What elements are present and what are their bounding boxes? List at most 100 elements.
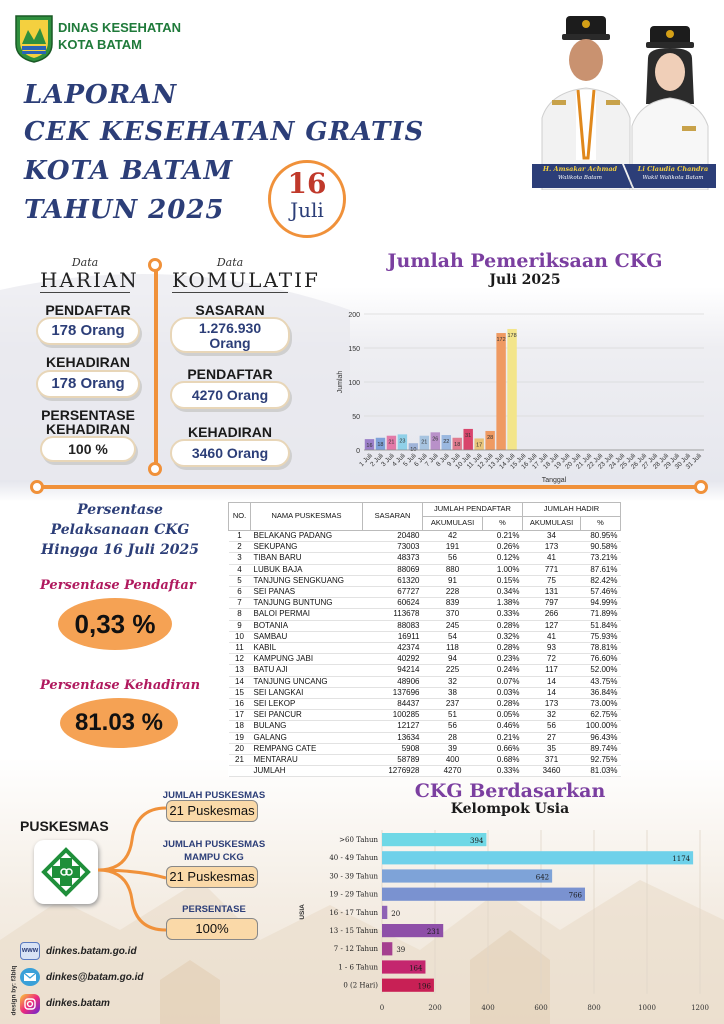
age-chart: 0 200 400 600 800 1000 1200 USIA >60 Tahun 394 40 …: [299, 830, 709, 1012]
td-pendaftar-akumulasi: 191: [422, 541, 483, 554]
age-category-label: 30 - 39 Tahun: [329, 872, 378, 880]
td-pendaftar-pct: 0.26%: [482, 541, 523, 554]
table-row: 5 TANJUNG SENGKUANG 61320 91 0.15% 75 82.42%: [228, 575, 621, 588]
td-nama: BELAKANG PADANG: [250, 530, 363, 543]
td-pendaftar-pct: 0.68%: [482, 754, 523, 767]
td-pendaftar-pct: 0.28%: [482, 620, 523, 632]
age-bar: [382, 869, 553, 883]
td-hadir-pct: 92.75%: [580, 754, 621, 767]
department-name-line2: KOTA BATAM: [58, 37, 142, 52]
age-bar: [382, 833, 487, 847]
td-pendaftar-akumulasi: 39: [422, 743, 483, 756]
td-hadir-akumulasi: 93: [522, 642, 581, 655]
td-no: 10: [228, 631, 251, 644]
age-category-label: 13 - 15 Tahun: [329, 927, 378, 935]
report-title-line2: CEK KESEHATAN GRATIS: [24, 117, 425, 147]
email-icon: [20, 968, 40, 986]
kumulatif-script: Data: [216, 256, 244, 269]
td-hadir-pct: 90.58%: [580, 541, 621, 554]
table-row: 17 SEI PANCUR 100285 51 0.05% 32 62.75%: [228, 709, 621, 722]
td-pendaftar-pct: 0.23%: [482, 653, 523, 666]
td-sasaran: 88069: [362, 564, 423, 576]
td-no: 20: [228, 743, 251, 756]
td-pendaftar-pct: 0.07%: [482, 676, 523, 688]
daily-bar-label: 23: [399, 438, 405, 444]
td-sasaran: 40292: [362, 653, 423, 666]
td-pendaftar-akumulasi: 225: [422, 664, 483, 677]
age-bar-label: 20: [391, 910, 400, 918]
td-nama: SEKUPANG: [250, 541, 363, 554]
th-sasaran: SASARAN: [362, 502, 423, 531]
age-xtick-label: 400: [481, 1004, 494, 1012]
td-pendaftar-pct: 0.12%: [482, 552, 523, 565]
daily-ytick-label: 100: [348, 380, 360, 387]
th-hadir-akumulasi: AKUMULASI: [522, 516, 581, 531]
age-bar-label: 196: [418, 983, 432, 991]
age-bar: [382, 924, 444, 938]
td-no: 15: [228, 687, 251, 700]
td-sasaran: 58789: [362, 754, 423, 767]
harian-title: HARIAN: [40, 268, 139, 293]
daily-bar: [419, 435, 430, 450]
puskesmas-logo-icon: [34, 840, 98, 904]
td-no: 4: [228, 564, 251, 576]
age-bar-label: 766: [569, 892, 583, 900]
total-td-nama: JUMLAH: [250, 765, 363, 778]
td-hadir-akumulasi: 127: [522, 620, 581, 632]
divider-dot-right: [694, 480, 708, 494]
age-xtick-label: 1200: [691, 1004, 709, 1012]
table-row: 16 SEI LEKOP 84437 237 0.28% 173 73.00%: [228, 698, 621, 711]
td-no: 19: [228, 732, 251, 744]
td-no: 3: [228, 552, 251, 565]
instagram-icon: [20, 994, 40, 1014]
design-credit: design by: f3blq: [10, 965, 18, 1016]
puskesmas-table-wrapper: NO. NAMA PUSKESMAS SASARAN JUMLAH PENDAF…: [228, 502, 621, 778]
td-pendaftar-akumulasi: 400: [422, 754, 483, 767]
td-sasaran: 88083: [362, 620, 423, 632]
td-pendaftar-akumulasi: 32: [422, 676, 483, 688]
daily-ytick-label: 0: [356, 448, 360, 455]
age-bar: [382, 851, 694, 865]
td-hadir-akumulasi: 75: [522, 575, 581, 588]
age-category-label: 7 - 12 Tahun: [334, 945, 379, 953]
kumulatif-sasaran-unit: Orang: [209, 335, 251, 351]
age-category-label: 1 - 6 Tahun: [338, 963, 378, 971]
footer-instagram[interactable]: dinkes.batam: [46, 998, 110, 1009]
td-hadir-pct: 94.99%: [580, 597, 621, 610]
td-hadir-pct: 73.21%: [580, 552, 621, 565]
kumulatif-title: KOMULATIF: [172, 268, 320, 293]
td-hadir-pct: 71.89%: [580, 608, 621, 621]
td-pendaftar-pct: 0.21%: [482, 732, 523, 744]
daily-bar-label: 21: [421, 440, 427, 446]
td-hadir-akumulasi: 41: [522, 552, 581, 565]
td-pendaftar-pct: 0.03%: [482, 687, 523, 700]
daily-bar-label: 31: [465, 433, 471, 439]
td-hadir-akumulasi: 797: [522, 597, 581, 610]
daily-bar-label: 172: [497, 337, 506, 343]
footer-email[interactable]: dinkes@batam.go.id: [46, 972, 144, 983]
table-row: 4 LUBUK BAJA 88069 880 1.00% 771 87.61%: [228, 564, 621, 576]
daily-bar: [452, 437, 462, 450]
td-sasaran: 12127: [362, 720, 423, 733]
department-name-line1: DINAS KESEHATAN: [58, 20, 182, 35]
official2-role: Wakil Walikota Batam: [642, 175, 704, 181]
kumulatif-sasaran-label: SASARAN: [195, 302, 265, 318]
table-row: 12 KAMPUNG JABI 40292 94 0.23% 72 76.60%: [228, 653, 621, 666]
daily-bar: [441, 435, 451, 450]
mampu-ckg-label-line2: MAMPU CKG: [184, 852, 244, 863]
td-hadir-pct: 76.60%: [580, 653, 621, 666]
td-nama: GALANG: [250, 732, 363, 744]
td-nama: REMPANG CATE: [250, 743, 363, 756]
footer-website[interactable]: dinkes.batam.go.id: [46, 946, 137, 957]
table-row: 10 SAMBAU 16911 54 0.32% 41 75.93%: [228, 631, 621, 644]
td-nama: LUBUK BAJA: [250, 564, 363, 576]
td-nama: TIBAN BARU: [250, 552, 363, 565]
total-td-hadir-pct: 81.03%: [580, 765, 621, 778]
td-nama: TANJUNG BUNTUNG: [250, 597, 363, 610]
design-credit-wrapper: design by: f3blq: [4, 942, 18, 1022]
official2-name: Li Claudia Chandra: [637, 165, 709, 173]
td-no: 6: [228, 586, 251, 599]
jumlah-puskesmas-value: 21 Puskesmas: [166, 800, 258, 822]
td-hadir-pct: 43.75%: [580, 676, 621, 688]
td-pendaftar-akumulasi: 880: [422, 564, 483, 576]
